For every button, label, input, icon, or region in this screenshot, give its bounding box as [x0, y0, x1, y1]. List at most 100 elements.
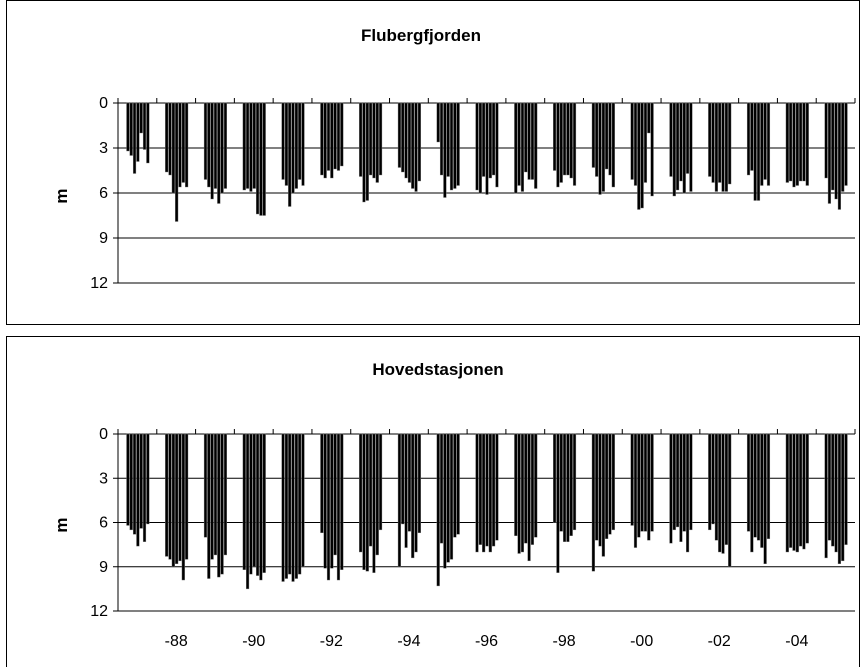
bar — [485, 433, 489, 547]
bar — [527, 102, 531, 180]
bar — [488, 433, 492, 553]
bar — [375, 102, 379, 183]
bar — [478, 433, 482, 545]
bar — [643, 433, 648, 532]
bar — [333, 102, 337, 170]
bar — [514, 433, 518, 536]
bar — [686, 433, 690, 553]
bar — [291, 102, 295, 194]
bar — [340, 102, 344, 167]
bar — [369, 433, 373, 547]
bar — [514, 102, 518, 194]
bar — [320, 102, 324, 176]
bar — [534, 433, 538, 538]
bar — [401, 433, 405, 525]
bar — [566, 102, 570, 176]
bar — [259, 102, 263, 216]
bar — [136, 102, 140, 162]
bar — [326, 102, 331, 171]
bar — [439, 102, 444, 176]
bar — [417, 102, 421, 182]
y-tick-label: 0 — [99, 95, 108, 112]
bar — [126, 102, 130, 152]
bar — [492, 102, 496, 176]
x-tick-label: -96 — [475, 633, 498, 650]
bar — [288, 102, 292, 207]
bar — [805, 102, 809, 186]
bar — [517, 433, 521, 554]
bar — [340, 433, 344, 570]
bar — [294, 102, 298, 189]
bar — [246, 433, 250, 590]
bar — [453, 433, 457, 538]
bar — [407, 433, 411, 532]
bar — [475, 433, 479, 553]
bar — [591, 433, 595, 572]
bar — [601, 433, 605, 557]
bar — [171, 102, 175, 194]
bar — [181, 102, 185, 183]
x-tick-label: -92 — [320, 633, 343, 650]
bar — [436, 102, 440, 143]
bar — [446, 433, 450, 563]
bar — [714, 433, 718, 541]
bar — [724, 102, 728, 192]
bar — [165, 433, 169, 557]
bar — [837, 433, 841, 565]
bar — [185, 102, 189, 188]
bar — [708, 433, 712, 531]
bar — [146, 102, 150, 164]
bar — [569, 433, 573, 536]
x-tick-label: -02 — [708, 633, 731, 650]
bar — [753, 102, 757, 201]
bar — [246, 102, 250, 189]
bar — [168, 102, 172, 176]
bar — [827, 433, 831, 541]
bar — [724, 433, 728, 545]
bar — [527, 433, 531, 562]
bar — [449, 433, 454, 560]
bar — [689, 102, 693, 192]
bar — [139, 102, 143, 134]
y-axis-label: m — [52, 517, 71, 532]
chart-hovedstasjonen: Hovedstasjonen m 0 3 6 9 12 -88 -90 -92 -94 -96 -98 -… — [52, 360, 856, 650]
bar — [359, 102, 363, 177]
bar — [802, 433, 806, 550]
bar — [242, 102, 246, 191]
bar — [760, 433, 764, 548]
bar — [824, 102, 828, 179]
bar — [223, 102, 227, 189]
bar — [640, 102, 644, 209]
bar — [569, 102, 573, 179]
bar — [672, 102, 676, 197]
bar — [746, 433, 751, 532]
bar — [284, 102, 288, 186]
bar — [647, 102, 651, 134]
bar — [136, 433, 140, 547]
bar — [802, 102, 806, 182]
chart-panel-hovedstasjonen: Hovedstasjonen m 0 3 6 9 12 -88 -90 -92 -94 -96 -98 -… — [6, 336, 860, 667]
bar — [605, 433, 609, 539]
bar — [262, 102, 266, 216]
bar — [559, 433, 563, 532]
bar — [178, 433, 182, 562]
bar — [213, 102, 218, 189]
bar — [834, 102, 838, 200]
y-tick-label: 3 — [99, 470, 108, 487]
x-tick-label: -90 — [242, 633, 265, 650]
bar — [562, 102, 567, 176]
bar — [721, 102, 725, 192]
bar — [453, 102, 457, 189]
bar — [298, 102, 302, 180]
bar — [520, 433, 525, 553]
bar — [679, 102, 683, 182]
bar — [718, 433, 722, 553]
bar — [789, 102, 793, 182]
bar — [488, 102, 492, 179]
y-axis-label: m — [52, 188, 71, 203]
bar — [572, 433, 577, 531]
bar — [517, 102, 521, 186]
bar — [492, 433, 496, 547]
bar — [411, 433, 415, 559]
bar — [252, 433, 256, 567]
